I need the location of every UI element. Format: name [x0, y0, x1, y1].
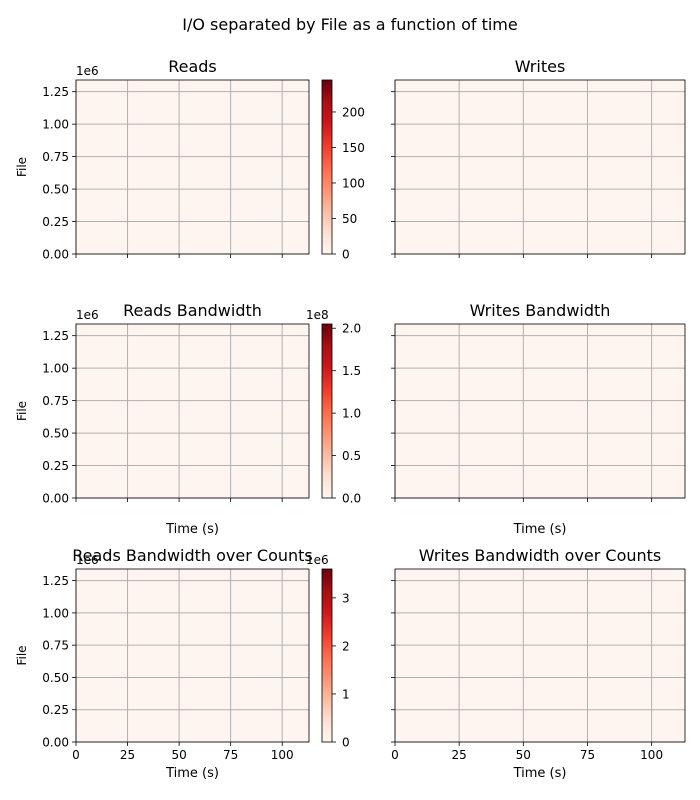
y-tick-label: 1.00 — [42, 118, 69, 132]
colorbar-tick-label: 150 — [342, 141, 365, 155]
subplot-title: Reads Bandwidth — [123, 301, 262, 320]
subplot-title: Reads — [168, 57, 217, 76]
colorbar: 0.0 0.5 1.0 1.5 2.0 1e8 — [306, 308, 361, 506]
x-axis-label: Time (s) — [513, 766, 567, 781]
x-tick-label: 0 — [391, 748, 399, 762]
x-axis-label: Time (s) — [165, 522, 219, 537]
x-tick-label: 25 — [120, 748, 135, 762]
colorbar-tick-label: 1 — [342, 687, 350, 701]
y-tick-label: 0.75 — [42, 150, 69, 164]
colorbar-tick-label: 0.0 — [342, 492, 361, 506]
colorbar: 0 50 100 150 200 — [321, 79, 365, 262]
x-axis-label: Time (s) — [513, 522, 567, 537]
y-tick-label: 0.00 — [42, 736, 69, 750]
x-axis-label: Time (s) — [165, 766, 219, 781]
y-offset-label: 1e6 — [76, 553, 99, 567]
y-tick-label: 0.50 — [42, 183, 69, 197]
axes-frame — [75, 323, 310, 499]
x-tick-label: 50 — [516, 748, 531, 762]
heatmap-area — [76, 80, 309, 254]
colorbar-offset-label: 1e6 — [306, 553, 329, 567]
heatmap-area — [76, 569, 309, 742]
y-offset-label: 1e6 — [76, 64, 99, 78]
heatmap-area — [76, 324, 309, 498]
axes-frame — [75, 568, 310, 743]
colorbar-tick-label: 2.0 — [342, 322, 361, 336]
subplot-title: Writes Bandwidth — [470, 301, 611, 320]
y-axis-label: File — [15, 401, 29, 421]
y-tick-label: 0.00 — [42, 248, 69, 262]
colorbar-tick-label: 1.0 — [342, 407, 361, 421]
colorbar-tick-label: 0.5 — [342, 449, 361, 463]
heatmap-area — [395, 324, 685, 498]
colorbar-tick-label: 100 — [342, 176, 365, 190]
subplot-6: 0 25 50 75 100 Writes Bandwidth over Counts Ti… — [391, 546, 686, 781]
colorbar-tick-label: 0 — [342, 248, 350, 262]
y-axis-label: File — [15, 645, 29, 665]
x-tick-label: 25 — [452, 748, 467, 762]
colorbar-gradient — [321, 568, 333, 743]
axes-frame — [394, 79, 686, 255]
subplot-title: Writes — [515, 57, 566, 76]
axes-frame — [394, 323, 686, 499]
colorbar-tick-label: 3 — [342, 591, 350, 605]
subplot-title: Reads Bandwidth over Counts — [72, 546, 313, 565]
subplot-1: 0.00 0.25 0.50 0.75 1.00 1.25 1e6 Reads File 0 50 1… — [15, 57, 365, 262]
x-tick-label: 50 — [171, 748, 186, 762]
colorbar-tick-label: 2 — [342, 639, 350, 653]
subplot-2: Writes — [391, 57, 686, 258]
y-tick-label: 0.25 — [42, 703, 69, 717]
y-tick-label: 0.00 — [42, 492, 69, 506]
y-tick-label: 0.50 — [42, 671, 69, 685]
y-tick-label: 1.00 — [42, 606, 69, 620]
colorbar-tick-label: 1.5 — [342, 364, 361, 378]
subplot-title: Writes Bandwidth over Counts — [419, 546, 662, 565]
y-tick-label: 0.75 — [42, 639, 69, 653]
colorbar-tick-label: 50 — [342, 212, 357, 226]
figure-title: I/O separated by File as a function of t… — [182, 15, 517, 34]
y-tick-label: 0.25 — [42, 215, 69, 229]
colorbar: 0 1 2 3 1e6 — [306, 553, 350, 750]
y-tick-label: 0.50 — [42, 427, 69, 441]
x-tick-label: 100 — [271, 748, 294, 762]
y-tick-label: 1.00 — [42, 362, 69, 376]
y-tick-label: 1.25 — [42, 85, 69, 99]
x-tick-label: 0 — [72, 748, 80, 762]
y-axis-label: File — [15, 157, 29, 177]
axes-frame — [75, 79, 310, 255]
subplot-3: 0.00 0.25 0.50 0.75 1.00 1.25 1e6 Reads Bandwid… — [15, 301, 361, 537]
x-tick-label: 100 — [640, 748, 663, 762]
colorbar-gradient — [321, 79, 333, 255]
y-tick-label: 1.25 — [42, 574, 69, 588]
subplot-4: Writes Bandwidth Time (s) — [391, 301, 686, 537]
y-tick-label: 0.25 — [42, 459, 69, 473]
colorbar-offset-label: 1e8 — [306, 308, 329, 322]
axes-frame — [394, 568, 686, 743]
x-tick-label: 75 — [223, 748, 238, 762]
colorbar-gradient — [321, 323, 333, 499]
y-tick-label: 1.25 — [42, 329, 69, 343]
subplot-5: 0 25 50 75 100 0.00 0.25 0.50 0.75 1.00 1.25 1e6Rea… — [15, 546, 350, 781]
y-offset-label: 1e6 — [76, 308, 99, 322]
heatmap-area — [395, 569, 685, 742]
x-tick-label: 75 — [580, 748, 595, 762]
heatmap-area — [395, 80, 685, 254]
colorbar-tick-label: 200 — [342, 105, 365, 119]
colorbar-tick-label: 0 — [342, 736, 350, 750]
y-tick-label: 0.75 — [42, 394, 69, 408]
